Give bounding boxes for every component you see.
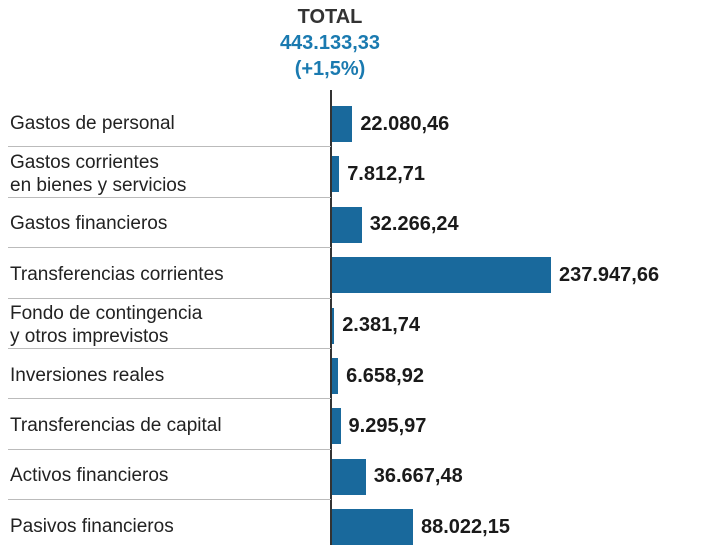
value-label: 88.022,15: [421, 515, 510, 538]
value-label: 237.947,66: [559, 263, 660, 286]
category-label: Gastos financieros: [10, 213, 168, 235]
value-label: 22.080,46: [360, 112, 450, 135]
category-label: Pasivos financieros: [10, 515, 174, 537]
bar: [332, 257, 551, 294]
bar: [332, 358, 339, 394]
bar: [332, 458, 366, 495]
value-label: 32.266,24: [369, 213, 459, 236]
bar: [332, 509, 413, 545]
value-label: 6.658,92: [346, 364, 424, 387]
row-separator: [8, 499, 331, 501]
category-label: Gastos de personal: [10, 112, 175, 134]
category-label: Transferencias corrientes: [10, 263, 224, 285]
row-separator: [8, 297, 331, 299]
chart-subtitle: 443.133,33: [279, 32, 381, 54]
bar: [332, 156, 340, 193]
row-separator: [8, 146, 331, 148]
change-label: (+1,5%): [294, 58, 366, 80]
bar: [332, 408, 341, 445]
row-separator: [8, 448, 331, 450]
category-label: Transferencias de capital: [10, 415, 222, 437]
value-label: 9.295,97: [348, 414, 427, 437]
bar: [332, 307, 335, 344]
bar: [332, 206, 362, 243]
row-separator: [8, 196, 331, 198]
category-label: Fondo de contingencia y otros imprevisto…: [10, 302, 203, 347]
value-label: 36.667,48: [373, 465, 463, 488]
category-label: Activos financieros: [10, 465, 169, 487]
value-label: 7.812,71: [347, 162, 426, 185]
row-separator: [8, 348, 331, 349]
row-separator: [8, 247, 331, 249]
value-label: 2.381,74: [342, 314, 421, 337]
bar: [332, 106, 353, 142]
row-separator: [8, 398, 331, 400]
chart-title: TOTAL: [297, 6, 363, 28]
category-label: Gastos corrientes en bienes y servicios: [10, 151, 187, 196]
category-label: Inversiones reales: [10, 364, 165, 386]
axis-line: [330, 90, 332, 545]
